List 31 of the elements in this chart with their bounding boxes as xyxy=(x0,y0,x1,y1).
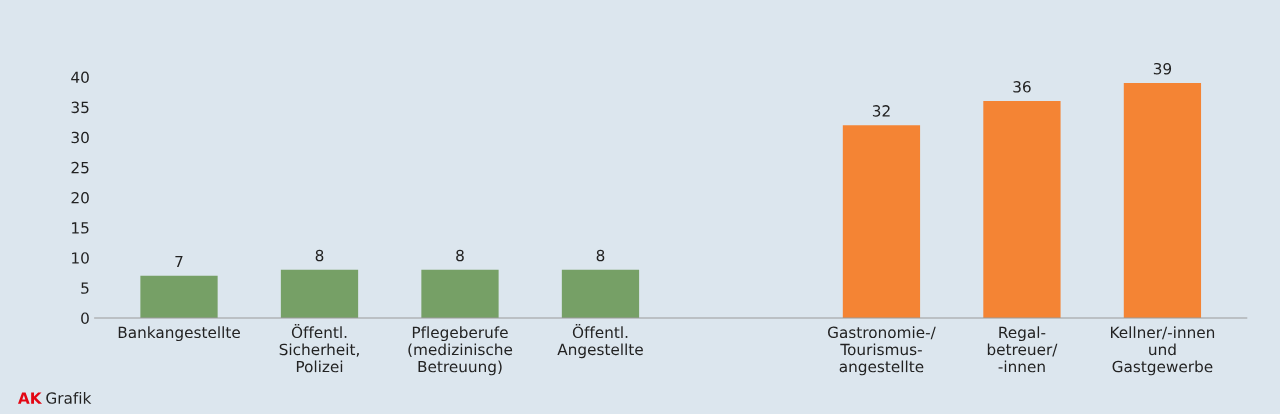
data-label: 7 xyxy=(175,255,183,268)
bar xyxy=(842,125,921,318)
data-label: 8 xyxy=(596,249,605,262)
data-label: 8 xyxy=(315,249,324,262)
x-tick-label: Öffentl. Sicherheit, Polizei xyxy=(279,323,359,373)
y-tick-label: 30 xyxy=(71,131,89,144)
x-tick-label: Gastronomie-/ Tourismus- angestellte xyxy=(827,326,936,376)
data-label: 32 xyxy=(872,105,890,117)
y-tick-label: 15 xyxy=(72,222,89,234)
bar xyxy=(280,269,359,318)
data-label: 36 xyxy=(1013,81,1031,93)
data-label: 8 xyxy=(456,249,464,262)
y-tick-label: 35 xyxy=(71,101,89,114)
x-tick-label: Kellner/-innen und Gastgewerbe xyxy=(1111,326,1215,376)
bar xyxy=(983,101,1061,318)
x-tick-label: Bankangestellte xyxy=(118,326,240,342)
text: AK Grafik xyxy=(17,392,92,404)
x-tick-label: Pflegeberufe (medizinische Betreuung) xyxy=(408,326,513,376)
data-label: 39 xyxy=(1153,62,1172,75)
y-tick-label: 5 xyxy=(81,282,89,294)
bar xyxy=(1123,83,1202,318)
y-tick-label: 25 xyxy=(71,161,89,174)
x-tick-label: Regal- betreuer/ -innen xyxy=(987,326,1058,373)
x-tick-label: Öffentl. Angestellte xyxy=(557,323,643,359)
bar xyxy=(421,269,499,318)
bar xyxy=(140,275,218,318)
y-tick-label: 20 xyxy=(71,191,89,204)
bar xyxy=(561,269,640,318)
y-tick-label: 10 xyxy=(72,252,89,264)
y-tick-label: 0 xyxy=(81,312,89,324)
y-tick-label: 40 xyxy=(71,71,89,84)
